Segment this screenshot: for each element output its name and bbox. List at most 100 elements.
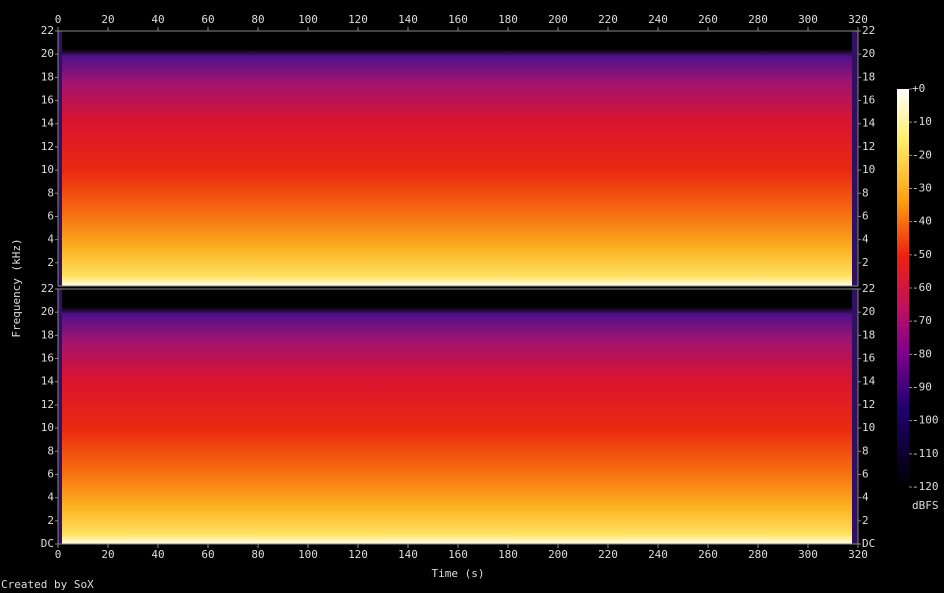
y-tick-label: DC	[862, 537, 875, 550]
x-tick-label: 60	[201, 13, 214, 26]
y-tick-label: 4	[862, 491, 869, 504]
colorbar-tick-label: -40	[912, 215, 932, 228]
y-axis-label: Frequency (kHz)	[10, 238, 23, 337]
x-tick-label: 0	[55, 13, 62, 26]
y-tick-label: 20	[41, 305, 54, 318]
x-tick-label: 240	[648, 13, 668, 26]
y-tick-label: 20	[862, 305, 875, 318]
colorbar-tick-label: -110	[912, 447, 939, 460]
y-tick-label: 22	[862, 282, 875, 295]
y-tick-label: 4	[862, 233, 869, 246]
y-tick-label: 8	[47, 444, 54, 457]
x-tick-label: 240	[648, 548, 668, 561]
x-tick-label: 80	[251, 13, 264, 26]
colorbar-tick-label: -50	[912, 248, 932, 261]
spectrogram-image	[58, 31, 858, 286]
y-tick-label: 20	[41, 47, 54, 60]
y-tick-label: 18	[862, 328, 875, 341]
x-tick-label: 220	[598, 548, 618, 561]
y-tick-label: 16	[41, 94, 54, 107]
y-tick-label: 10	[862, 163, 875, 176]
y-tick-label: 12	[862, 398, 875, 411]
colorbar-tick-label: -20	[912, 148, 932, 161]
y-tick-label: 16	[862, 94, 875, 107]
x-tick-label: 260	[698, 13, 718, 26]
edge	[58, 289, 62, 544]
colorbar-tick-label: -10	[912, 115, 932, 128]
y-tick-label: 8	[862, 186, 869, 199]
colorbar	[897, 89, 909, 487]
x-tick-label: 40	[151, 548, 164, 561]
y-tick-label: 22	[41, 24, 54, 37]
y-tick-label: 10	[41, 163, 54, 176]
x-tick-label: 300	[798, 548, 818, 561]
x-tick-label: 180	[498, 13, 518, 26]
edge	[852, 31, 858, 286]
y-tick-label: 6	[47, 209, 54, 222]
x-tick-label: 100	[298, 548, 318, 561]
y-tick-label: 10	[862, 421, 875, 434]
y-tick-label: 6	[862, 467, 869, 480]
colorbar-tick-label: -60	[912, 281, 932, 294]
x-tick-label: 320	[848, 548, 868, 561]
x-tick-label: 40	[151, 13, 164, 26]
y-tick-label: 2	[862, 256, 869, 269]
colorbar-tick-label: -90	[912, 381, 932, 394]
edge	[852, 289, 858, 544]
y-tick-label: 6	[47, 467, 54, 480]
y-tick-label: 16	[41, 352, 54, 365]
x-axis-label: Time (s)	[432, 567, 485, 580]
spectrogram-image	[58, 289, 858, 544]
y-tick-label: 2	[47, 256, 54, 269]
colorbar-tick-label: -120	[912, 480, 939, 493]
x-tick-label: 260	[698, 548, 718, 561]
y-tick-label: 22	[41, 282, 54, 295]
y-tick-label: 4	[47, 233, 54, 246]
colorbar-tick-label: -70	[912, 314, 932, 327]
y-tick-label: 16	[862, 352, 875, 365]
y-tick-label: 8	[47, 186, 54, 199]
x-tick-label: 220	[598, 13, 618, 26]
x-tick-label: 160	[448, 548, 468, 561]
y-tick-label: DC	[41, 537, 54, 550]
x-tick-label: 160	[448, 13, 468, 26]
x-tick-label: 20	[101, 13, 114, 26]
y-tick-label: 18	[41, 70, 54, 83]
y-tick-label: 22	[862, 24, 875, 37]
x-tick-label: 0	[55, 548, 62, 561]
y-tick-label: 2	[47, 514, 54, 527]
colorbar-tick-label: -30	[912, 182, 932, 195]
x-tick-label: 180	[498, 548, 518, 561]
x-tick-label: 280	[748, 13, 768, 26]
x-tick-label: 200	[548, 548, 568, 561]
x-tick-label: 300	[798, 13, 818, 26]
y-tick-label: 14	[41, 117, 55, 130]
x-tick-label: 80	[251, 548, 264, 561]
y-tick-label: 12	[862, 140, 875, 153]
colorbar-tick-label: -80	[912, 347, 932, 360]
y-tick-label: 18	[41, 328, 54, 341]
y-tick-label: 14	[862, 375, 876, 388]
x-tick-label: 20	[101, 548, 114, 561]
x-tick-label: 200	[548, 13, 568, 26]
x-tick-label: 120	[348, 548, 368, 561]
footer: Created by SoX	[1, 578, 94, 591]
y-tick-label: 8	[862, 444, 869, 457]
x-tick-label: 100	[298, 13, 318, 26]
colorbar-label: dBFS	[912, 499, 939, 512]
y-tick-label: 18	[862, 70, 875, 83]
y-tick-label: 12	[41, 140, 54, 153]
y-tick-label: 20	[862, 47, 875, 60]
colorbar-tick-label: -100	[912, 414, 939, 427]
y-tick-label: 2	[862, 514, 869, 527]
x-tick-label: 280	[748, 548, 768, 561]
y-tick-label: 12	[41, 398, 54, 411]
x-tick-label: 140	[398, 548, 418, 561]
edge	[58, 31, 62, 286]
x-tick-label: 320	[848, 13, 868, 26]
y-tick-label: 6	[862, 209, 869, 222]
y-tick-label: 4	[47, 491, 54, 504]
y-tick-label: 14	[862, 117, 876, 130]
x-tick-label: 120	[348, 13, 368, 26]
